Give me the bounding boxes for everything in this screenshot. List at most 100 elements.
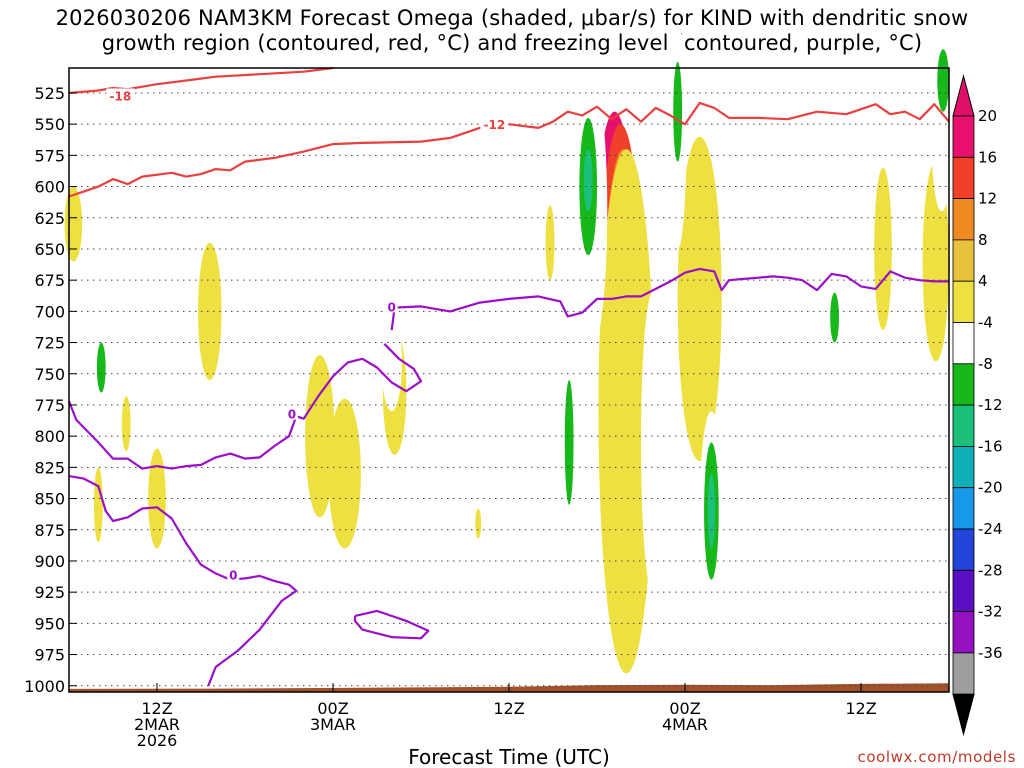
x-tick-label-4-0: 12Z: [845, 699, 876, 718]
omega-cell-51: [278, 311, 294, 387]
omega-cell-31: [651, 74, 666, 225]
omega-cell-20: [93, 467, 103, 543]
omega-cell-28: [564, 380, 574, 505]
y-tick-label-525: 525: [34, 84, 65, 103]
colorbar-label-6: -8: [978, 355, 993, 373]
credit-label: coolwx.com/models: [858, 748, 1017, 766]
colorbar-label-12: -32: [978, 603, 1003, 621]
omega-cell-55: [881, 483, 888, 514]
y-tick-label-750: 750: [34, 365, 65, 384]
omega-cell-48: [115, 199, 140, 374]
y-tick-label-775: 775: [34, 396, 65, 415]
omega-cell-12: [922, 161, 949, 362]
omega-cell-53: [780, 479, 787, 505]
colorbar-box-7: [952, 404, 975, 447]
omega-cell-22: [545, 205, 555, 281]
omega-cell-26: [583, 149, 593, 212]
contour-label-bg-5: [227, 567, 240, 581]
contour-label-3: 0: [288, 408, 296, 422]
contour-line-5: [353, 609, 430, 640]
contour-label-bg-3: [285, 406, 298, 420]
colorbar-box-3: [952, 239, 975, 282]
colorbar-label-7: -12: [978, 396, 1003, 414]
y-tick-label-875: 875: [34, 521, 65, 540]
colorbar-box-9: [952, 487, 975, 530]
omega-cell-16: [305, 355, 335, 518]
y-tick-label-800: 800: [34, 427, 65, 446]
omega-cell-19: [148, 448, 166, 549]
omega-cell-44: [937, 49, 950, 112]
y-tick-label-625: 625: [34, 209, 65, 228]
colorbar-label-2: 12: [978, 190, 997, 208]
omega-cell-45: [76, 55, 91, 143]
y-tick-label-550: 550: [34, 115, 65, 134]
contour-labels: -18 -12 0 0 0: [106, 88, 509, 583]
colorbar-label-8: -16: [978, 437, 1003, 455]
contour-line-2: [390, 267, 949, 331]
omega-cell-21: [121, 396, 131, 452]
colorbar-label-5: -4: [978, 314, 993, 332]
omega-cell-36: [707, 473, 716, 549]
contour-label-1: -12: [483, 118, 505, 132]
colorbar-label-0: 20: [978, 107, 997, 125]
omega-cell-37: [736, 149, 760, 399]
colorbar-box-0: [952, 115, 975, 158]
chart-title-line2: growth region (contoured, red, °C) and f…: [101, 31, 923, 55]
contour-line-1: [68, 101, 950, 198]
y-tick-label-650: 650: [34, 240, 65, 259]
colorbar-label-9: -20: [978, 479, 1003, 497]
colorbar-box-2: [952, 198, 975, 241]
contour-line-3: [67, 343, 423, 470]
omega-cell-49: [164, 248, 180, 399]
contour-lines: [67, 66, 950, 687]
colorbar: 20 16 12 8 4 -4 -8 -12 -16 -20 -24 -28 -32 -36: [952, 74, 1003, 737]
colorbar-bottom-extend: [952, 693, 975, 737]
x-axis-label: Forecast Time (UTC): [408, 745, 610, 768]
omega-cell-29: [641, 292, 665, 593]
colorbar-label-1: 16: [978, 148, 997, 166]
colorbar-top-extend: [952, 74, 975, 117]
y-tick-label-850: 850: [34, 490, 65, 509]
y-axis-ticks: 525 550 575 600 625 650 675 700 725 750 775 800 825 8…: [24, 84, 77, 696]
colorbar-label-11: -28: [978, 561, 1003, 579]
colorbar-box-4: [952, 280, 975, 323]
contour-label-bg-0: [106, 88, 135, 102]
y-tick-label-725: 725: [34, 334, 65, 353]
colorbar-label-10: -24: [978, 520, 1003, 538]
contour-label-0: -18: [109, 89, 131, 103]
x-tick-label-1-1: 3MAR: [310, 715, 356, 734]
contour-label-bg-2: [385, 299, 398, 313]
colorbar-box-5: [952, 322, 975, 365]
colorbar-box-10: [952, 528, 975, 571]
colorbar-label-13: -36: [978, 644, 1003, 662]
chart-title-line1: 2026030206 NAM3KM Forecast Omega (shaded…: [55, 6, 969, 30]
colorbar-box-6: [952, 363, 975, 406]
contour-label-bg-1: [480, 117, 509, 131]
omega-cell-15: [198, 242, 222, 380]
colorbar-box-8: [952, 445, 975, 489]
omega-cell-38: [786, 68, 834, 331]
omega-cell-47: [96, 342, 106, 393]
y-tick-label-900: 900: [34, 552, 65, 571]
omega-cell-14: [64, 186, 83, 262]
contour-line-0: [68, 66, 334, 95]
y-tick-label-600: 600: [34, 178, 65, 197]
omega-cell-17: [328, 398, 361, 549]
y-tick-label-950: 950: [34, 614, 65, 633]
colorbar-box-11: [952, 569, 975, 612]
y-tick-label-925: 925: [34, 583, 65, 602]
contour-line-4: [68, 475, 298, 687]
x-tick-label-0-0: 12Z: [141, 699, 172, 718]
omega-cell-40: [830, 292, 839, 343]
x-tick-label-2-0: 12Z: [493, 699, 524, 718]
y-tick-label-675: 675: [34, 271, 65, 290]
chart-title: 2026030206 NAM3KM Forecast Omega (shaded…: [0, 6, 1024, 56]
x-tick-label-1-0: 00Z: [317, 699, 348, 718]
contour-label-2: 0: [387, 300, 395, 314]
omega-cell-54: [821, 483, 828, 514]
contour-label-5: 0: [229, 569, 237, 583]
omega-cell-23: [475, 508, 482, 539]
colorbar-box-13: [952, 652, 975, 695]
omega-cell-13: [874, 167, 892, 331]
